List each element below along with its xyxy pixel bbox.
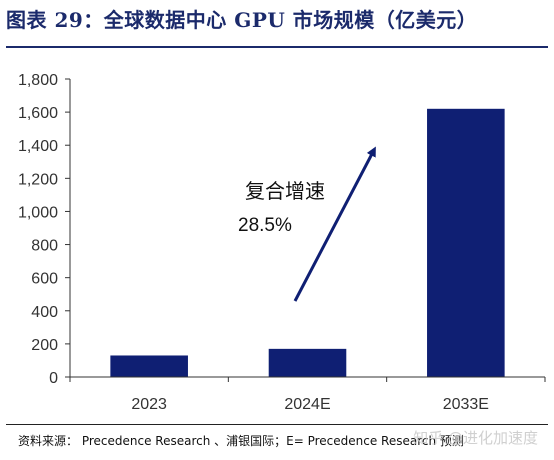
bar-2023 — [110, 355, 188, 377]
y-tick-label: 1,600 — [18, 105, 58, 122]
y-tick-label: 1,200 — [18, 171, 58, 188]
growth-arrow — [293, 146, 376, 302]
bar-2024E — [268, 348, 347, 377]
y-tick-label: 1,400 — [18, 138, 58, 155]
y-tick-label: 1,000 — [18, 204, 58, 221]
watermark: 知乎 @进化加速度 — [413, 429, 538, 447]
annotation-cagr-value: 28.5% — [238, 215, 292, 236]
y-tick-label: 600 — [31, 271, 58, 288]
source-rule — [6, 424, 548, 425]
x-tick-label: 2024E — [284, 396, 330, 413]
y-tick-label: 400 — [31, 304, 58, 321]
y-tick-label: 200 — [31, 337, 58, 354]
chart-title: 图表 29：全球数据中心 GPU 市场规模（亿美元） — [6, 8, 478, 32]
source-note: 资料来源： Precedence Research 、浦银国际；E= Prece… — [18, 434, 464, 448]
bar-2033E — [427, 108, 505, 378]
y-tick-label: 800 — [31, 238, 58, 255]
x-tick-label: 2023 — [131, 396, 167, 413]
y-tick-label: 0 — [49, 370, 58, 387]
y-tick-label: 1,800 — [18, 72, 58, 89]
title-rule — [6, 46, 548, 48]
x-tick-label: 2033E — [443, 396, 489, 413]
bar-chart: 0 200 400 600 800 1,000 1,200 1,400 1,600 1,800 2… — [18, 72, 546, 413]
annotation-cagr-label: 复合增速 — [245, 179, 325, 203]
